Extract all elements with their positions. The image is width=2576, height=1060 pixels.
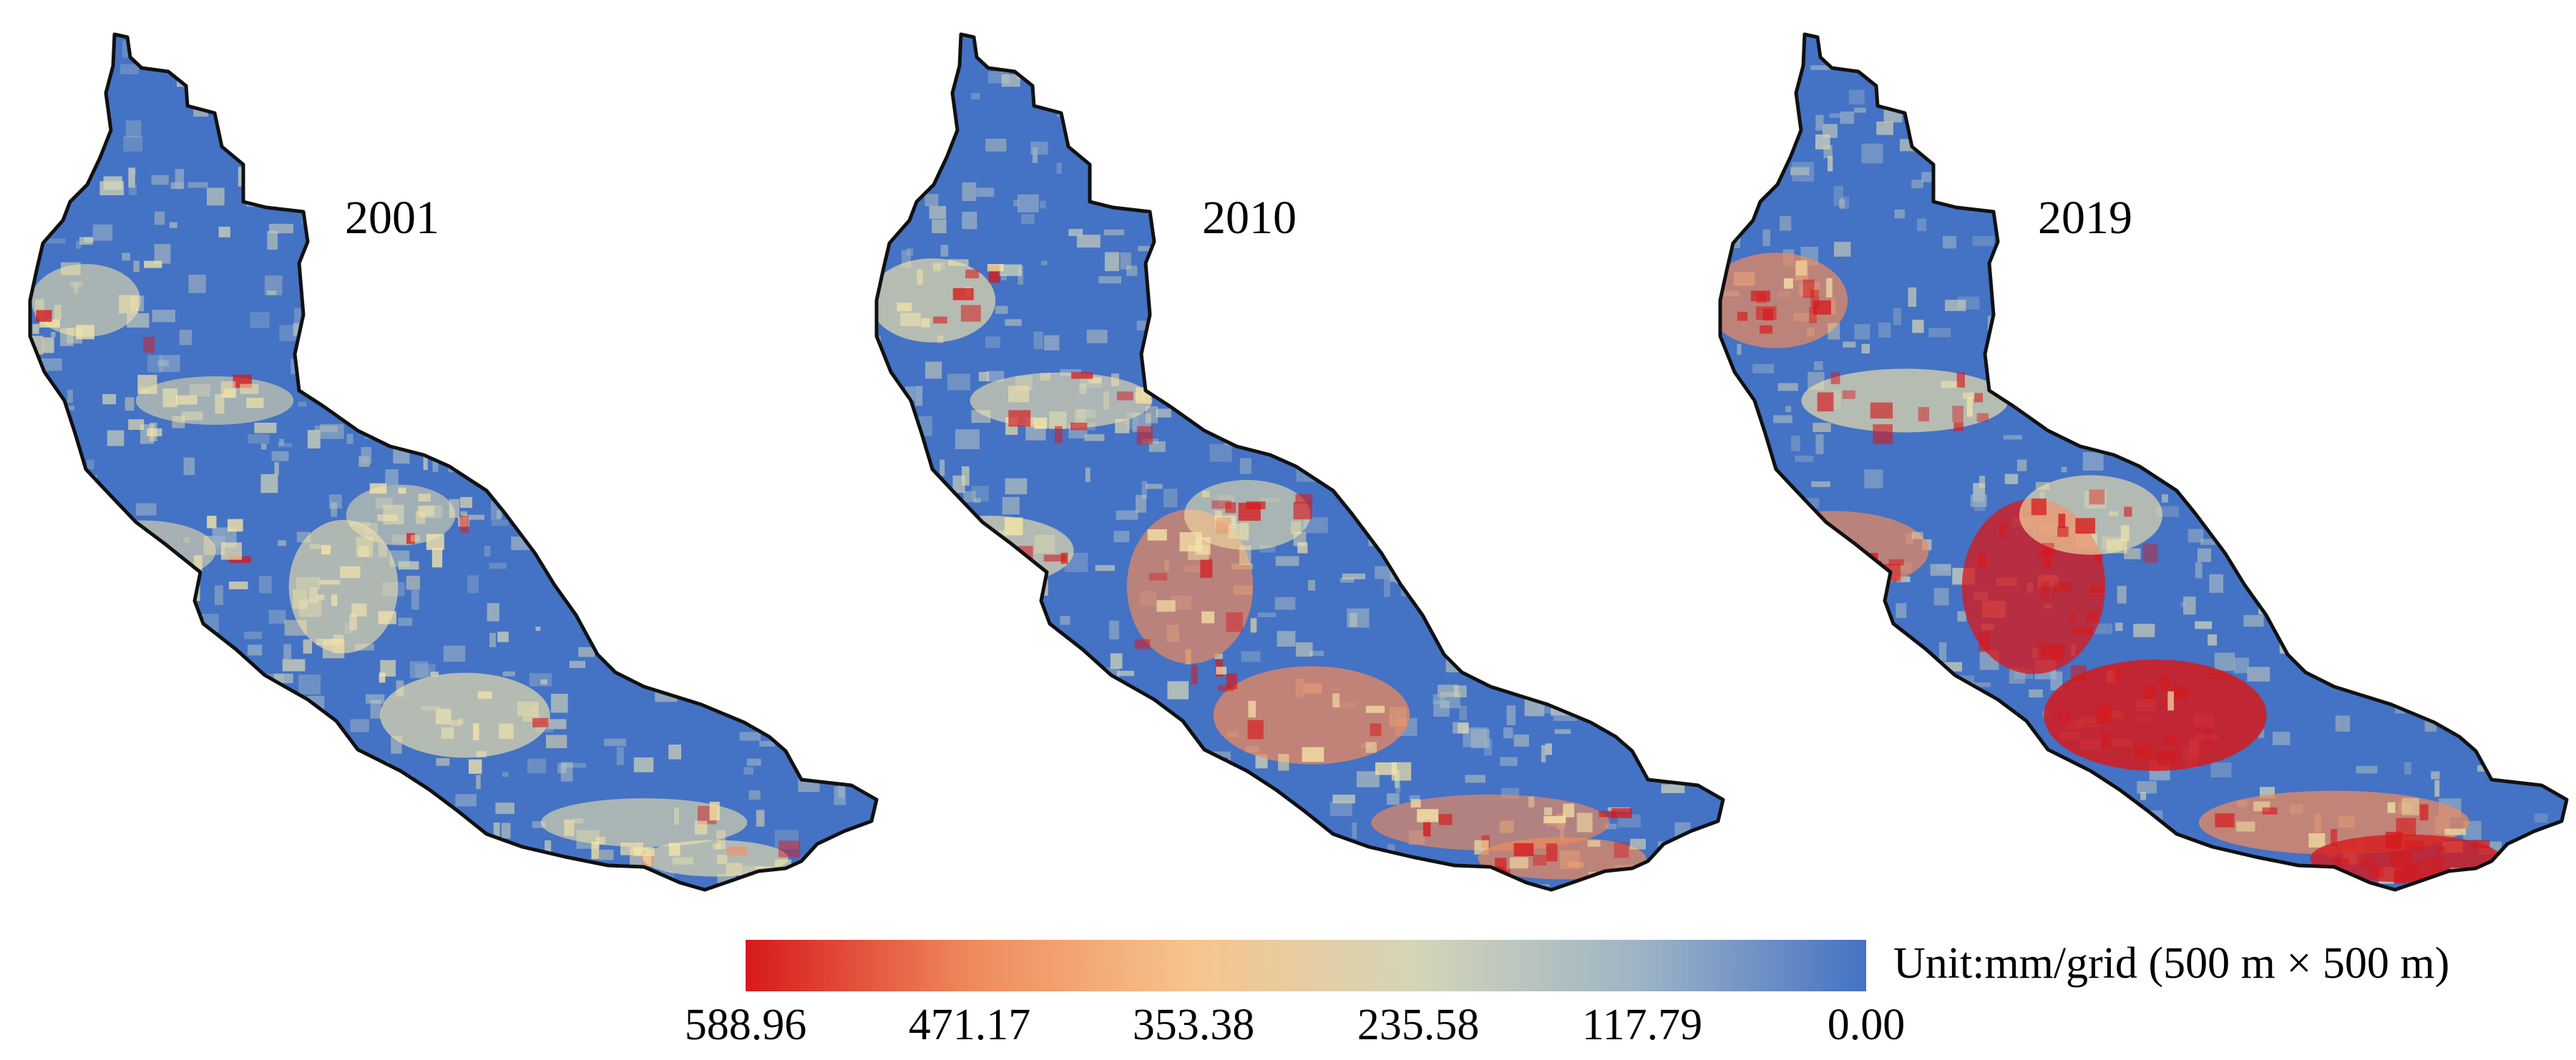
legend-unit-label: Unit:mm/grid (500 m × 500 m) (1893, 939, 2450, 988)
basin-boundary (1718, 32, 2569, 892)
year-label-2019: 2019 (2038, 192, 2132, 244)
legend-tick-4: 117.79 (1581, 1001, 1703, 1049)
legend-colorbar (746, 940, 1866, 991)
basin-panel-2019 (1718, 32, 2569, 892)
year-label-2010: 2010 (1202, 192, 1297, 244)
basin-boundary (28, 32, 879, 892)
legend-tick-5: 0.00 (1827, 1001, 1906, 1049)
legend-tick-0: 588.96 (684, 1001, 807, 1049)
year-label-2001: 2001 (345, 192, 439, 244)
basin-boundary (874, 32, 1725, 892)
legend-tick-2: 353.38 (1132, 1001, 1255, 1049)
basin-panel-2010 (874, 32, 1725, 892)
legend-tick-3: 235.58 (1357, 1001, 1480, 1049)
legend-tick-1: 471.17 (908, 1001, 1031, 1049)
basin-panel-2001 (28, 32, 879, 892)
